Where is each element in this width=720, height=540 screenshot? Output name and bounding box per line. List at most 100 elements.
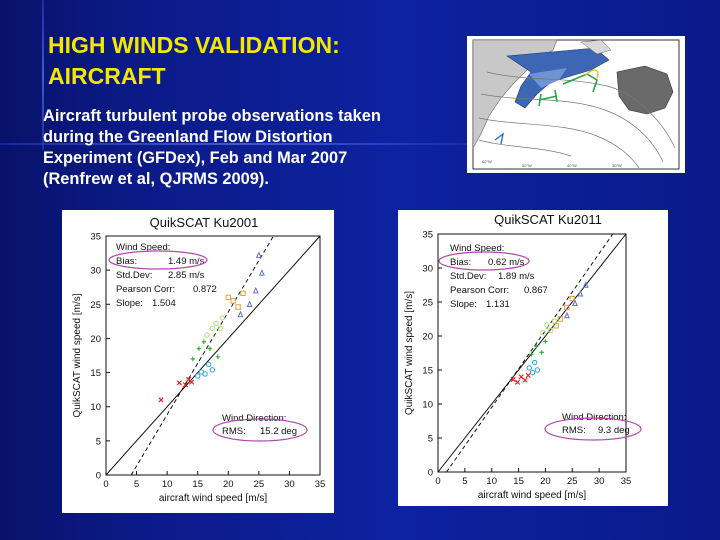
y-tick-label: 25 [90, 300, 101, 311]
regression-line [446, 233, 614, 473]
stats-slope-value: 1.504 [152, 298, 176, 309]
data-point [230, 298, 236, 304]
data-point [540, 329, 546, 336]
x-tick-label: 0 [103, 479, 108, 490]
one-to-one-line [105, 235, 321, 476]
x-tick-label: 35 [621, 476, 632, 487]
stats-std-label: Std.Dev: [450, 271, 486, 282]
stats-std-label: Std.Dev: [116, 270, 152, 281]
decorative-horizontal-line [0, 143, 470, 145]
x-tick-label: 15 [513, 476, 524, 487]
data-point [529, 370, 536, 376]
stats-corr-value: 0.867 [524, 285, 548, 296]
data-point [534, 367, 541, 373]
x-tick-label: 25 [567, 476, 578, 487]
direction-rms-value: 9.3 deg [598, 425, 630, 436]
rms-highlight-ellipse [544, 417, 642, 441]
y-tick-label: 0 [428, 468, 433, 479]
svg-text:60°W: 60°W [482, 159, 492, 164]
data-point [237, 310, 244, 318]
data-point [225, 294, 231, 301]
y-tick-label: 25 [422, 298, 433, 309]
y-tick-label: 0 [96, 471, 101, 482]
data-point [196, 346, 202, 351]
y-tick-label: 5 [428, 434, 433, 445]
svg-text:50°W: 50°W [522, 163, 532, 168]
stats-slope-label: Slope: [450, 299, 477, 310]
body-line-2: during the Greenland Flow Distortion [43, 128, 333, 146]
bias-highlight-ellipse [108, 250, 208, 270]
stats-bias-value: 0.62 m/s [488, 257, 525, 268]
stats-corr-label: Pearson Corr: [116, 284, 175, 295]
data-point [217, 325, 224, 331]
data-point [158, 397, 164, 403]
data-point [551, 318, 558, 324]
svg-text:30°W: 30°W [612, 163, 622, 168]
x-axis-label: aircraft wind speed [m/s] [159, 493, 268, 504]
x-tick-label: 25 [254, 479, 265, 490]
data-point [544, 322, 550, 328]
data-point [571, 299, 578, 307]
x-tick-label: 10 [162, 479, 173, 490]
data-point [577, 290, 584, 297]
data-point [209, 367, 216, 373]
direction-rms-value: 15.2 deg [260, 426, 297, 437]
direction-rms-label: RMS: [562, 425, 586, 436]
rms-highlight-ellipse [212, 418, 308, 442]
data-point [529, 352, 534, 357]
slide-title: HIGH WINDS VALIDATION: AIRCRAFT [48, 30, 340, 92]
x-tick-label: 5 [134, 479, 139, 490]
body-line-1: Aircraft turbulent probe observations ta… [43, 107, 381, 125]
body-line-3: Experiment (GFDex), Feb and Mar 2007 [43, 149, 348, 167]
data-point [525, 372, 531, 379]
stats-header: Wind Speed: [116, 242, 170, 253]
data-point [246, 300, 253, 307]
y-tick-label: 35 [90, 232, 101, 243]
stats-bias-value: 1.49 m/s [168, 256, 205, 267]
data-point [557, 316, 564, 322]
stats-bias-label: Bias: [450, 257, 471, 268]
data-point [514, 379, 521, 385]
plot-frame [437, 233, 627, 473]
data-point [563, 311, 570, 319]
stats-corr-value: 0.872 [193, 284, 217, 295]
data-point [202, 371, 208, 377]
y-tick-label: 20 [422, 332, 433, 343]
x-tick-label: 0 [435, 476, 440, 487]
x-tick-label: 5 [462, 476, 467, 487]
x-tick-label: 10 [486, 476, 497, 487]
chart-title: QuikSCAT Ku2001 [150, 215, 259, 230]
y-tick-label: 10 [90, 402, 101, 413]
data-point [569, 295, 575, 302]
data-point [534, 344, 539, 349]
chart-ku2011-svg: QuikSCAT Ku2011 0 5 10 15 20 25 30 35 0 5 10 15 20 2… [404, 212, 642, 501]
data-point [190, 356, 196, 362]
data-point [539, 350, 544, 355]
data-point [176, 380, 182, 386]
svg-text:40°W: 40°W [567, 163, 577, 168]
stats-std-value: 2.85 m/s [168, 270, 205, 281]
stats-corr-label: Pearson Corr: [450, 285, 509, 296]
direction-rms-label: RMS: [222, 426, 246, 437]
y-tick-label: 5 [96, 436, 101, 447]
data-point [209, 325, 216, 331]
y-tick-label: 10 [422, 400, 433, 411]
data-point [531, 359, 538, 366]
y-tick-label: 15 [90, 368, 101, 379]
x-axis-label: aircraft wind speed [m/s] [478, 490, 587, 501]
data-point [548, 327, 554, 334]
y-tick-label: 20 [90, 334, 101, 345]
slide-title-line1: HIGH WINDS VALIDATION: [48, 32, 340, 58]
data-point [189, 379, 195, 385]
x-tick-label: 15 [192, 479, 203, 490]
chart-ku2001-svg: QuikSCAT Ku2001 0 5 10 15 20 25 30 35 0 5 10 15 20 2… [72, 215, 325, 504]
stats-slope-value: 1.131 [486, 299, 510, 310]
decorative-vertical-line [42, 0, 44, 150]
y-axis-label: QuikSCAT wind speed [m/s] [404, 291, 415, 415]
data-point [255, 251, 262, 258]
scatter-plot-ku2001: QuikSCAT Ku2001 0 5 10 15 20 25 30 35 0 5 10 15 20 2… [62, 210, 334, 513]
y-tick-label: 35 [422, 230, 433, 241]
data-point [526, 365, 533, 371]
greenland-map-image: 60°W 50°W 40°W 30°W [472, 39, 680, 170]
data-point [582, 281, 589, 288]
